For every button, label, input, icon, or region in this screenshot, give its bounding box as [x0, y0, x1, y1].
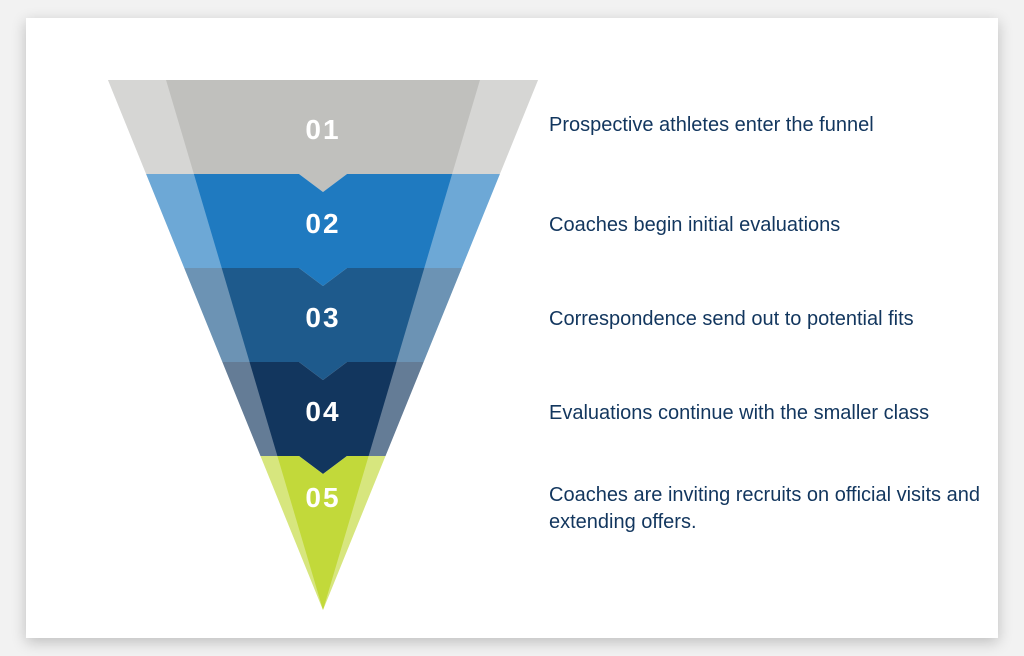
segment-desc-01: Prospective athletes enter the funnel: [549, 112, 999, 139]
segment-desc-04: Evaluations continue with the smaller cl…: [549, 400, 999, 427]
segment-desc-02: Coaches begin initial evaluations: [549, 212, 999, 239]
recruiting-funnel: 01 02 03 04 05: [108, 80, 538, 610]
funnel-svg: [108, 80, 538, 610]
segment-desc-05: Coaches are inviting recruits on officia…: [549, 482, 999, 536]
stage: 01 02 03 04 05 Prospective athletes ente…: [26, 18, 998, 638]
infographic-card: 01 02 03 04 05 Prospective athletes ente…: [26, 18, 998, 638]
segment-desc-03: Correspondence send out to potential fit…: [549, 306, 999, 333]
